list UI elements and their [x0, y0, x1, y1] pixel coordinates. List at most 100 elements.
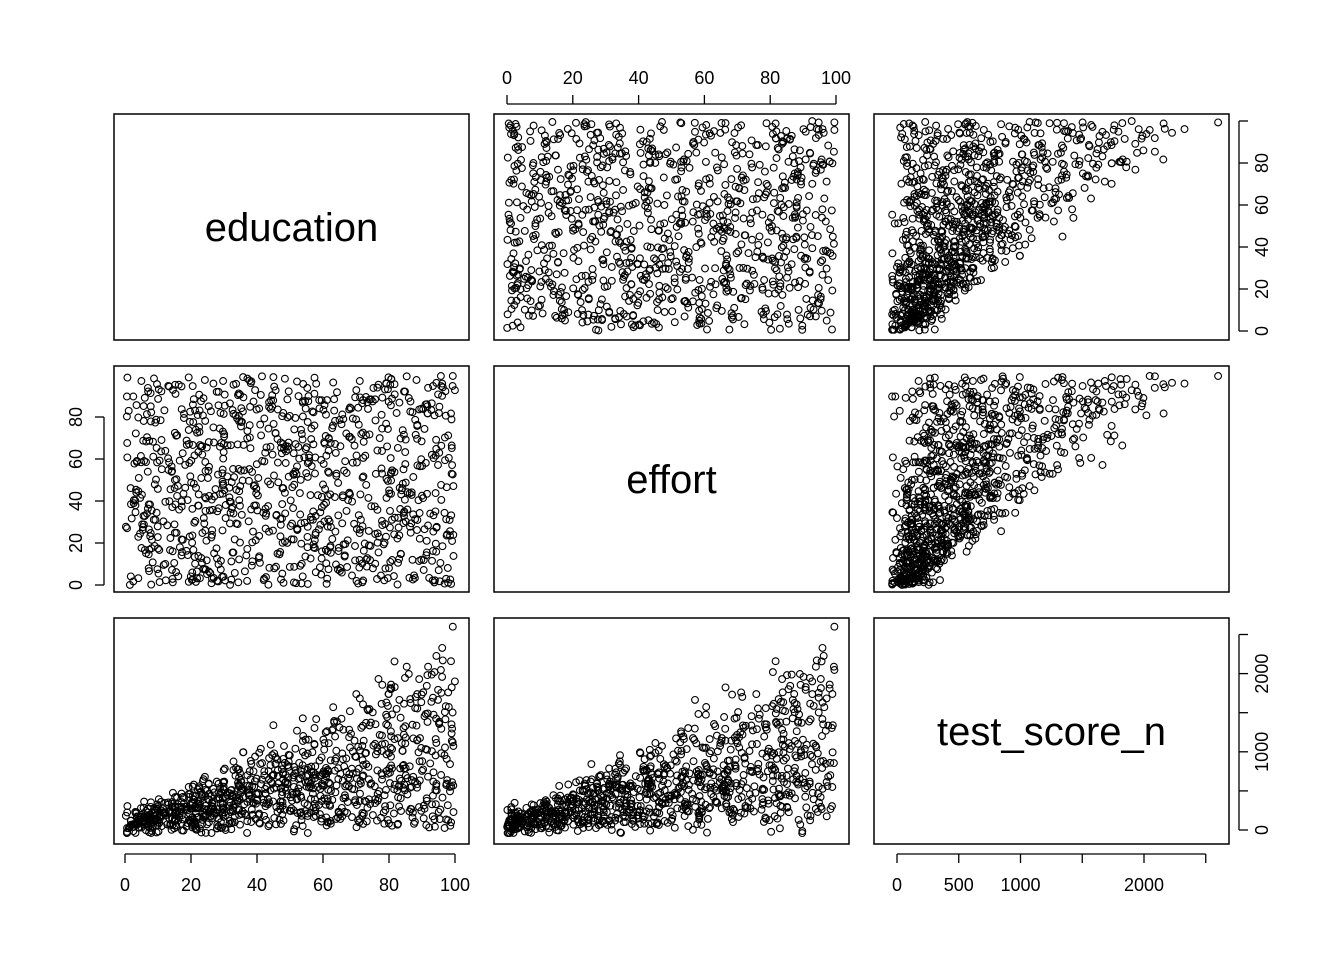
data-point	[392, 409, 401, 417]
data-point	[993, 187, 1002, 196]
data-point	[622, 312, 631, 321]
data-point	[639, 160, 648, 169]
data-point	[1048, 157, 1057, 166]
data-point	[613, 215, 622, 224]
data-point	[748, 266, 757, 275]
data-point	[191, 559, 200, 568]
data-point	[660, 308, 669, 316]
data-point	[173, 491, 182, 500]
data-point	[899, 213, 908, 222]
data-point	[920, 325, 929, 334]
data-point	[600, 212, 609, 221]
data-point	[578, 306, 586, 315]
data-point	[791, 213, 799, 222]
data-point	[369, 741, 378, 750]
data-point	[728, 311, 737, 320]
data-point	[1040, 193, 1049, 202]
data-point	[1068, 205, 1077, 214]
data-point	[800, 233, 809, 242]
data-point	[558, 283, 566, 292]
data-point	[385, 523, 394, 532]
data-point	[1068, 379, 1077, 388]
data-point	[270, 471, 278, 480]
data-point	[655, 281, 664, 290]
data-point	[551, 311, 560, 320]
data-point	[580, 241, 588, 250]
data-point	[331, 788, 340, 797]
data-point	[618, 207, 627, 216]
data-point	[985, 247, 994, 256]
data-point	[788, 152, 797, 161]
data-point	[1025, 482, 1034, 491]
data-point	[707, 233, 716, 242]
data-point	[364, 493, 373, 502]
data-point	[552, 230, 561, 238]
data-point	[1087, 378, 1095, 387]
data-point	[256, 390, 265, 399]
data-point	[932, 121, 941, 130]
data-point	[677, 167, 686, 176]
data-point	[163, 521, 172, 530]
data-point	[681, 218, 690, 227]
data-point	[615, 225, 624, 234]
data-point	[137, 377, 146, 385]
data-point	[711, 264, 720, 273]
data-point	[995, 157, 1004, 166]
data-point	[297, 425, 305, 434]
data-point	[511, 227, 520, 236]
data-point	[905, 177, 914, 186]
data-point	[412, 376, 421, 384]
data-point	[1021, 218, 1030, 227]
data-point	[434, 461, 442, 469]
data-point	[682, 157, 691, 165]
data-point	[1015, 207, 1024, 216]
data-point	[716, 128, 725, 137]
data-point	[293, 377, 301, 386]
data-point	[536, 301, 544, 310]
data-point	[732, 249, 741, 258]
data-point	[636, 185, 645, 194]
data-point	[897, 133, 906, 142]
data-point	[774, 145, 783, 154]
data-point	[1145, 372, 1154, 380]
data-point	[647, 319, 656, 328]
data-point	[122, 392, 131, 401]
data-point	[354, 403, 363, 412]
data-point	[613, 252, 621, 261]
data-point	[555, 296, 564, 305]
data-point	[564, 180, 572, 189]
data-point	[651, 158, 660, 167]
data-point	[702, 205, 711, 214]
data-point	[802, 206, 811, 215]
data-point	[641, 201, 650, 210]
data-point	[771, 258, 780, 266]
data-point	[586, 245, 595, 254]
data-point	[533, 246, 542, 255]
data-point	[572, 118, 580, 127]
data-point	[932, 179, 941, 188]
data-point	[930, 306, 939, 314]
data-point	[709, 192, 718, 201]
data-point	[280, 742, 288, 750]
data-point	[569, 253, 578, 262]
data-point	[665, 236, 674, 244]
data-point	[646, 145, 655, 154]
data-point	[684, 303, 693, 312]
data-point	[784, 157, 793, 166]
data-point	[888, 249, 897, 258]
data-point	[513, 279, 522, 288]
data-point	[268, 450, 277, 459]
data-point	[1168, 128, 1176, 137]
variable-label: effort	[626, 458, 716, 502]
data-point	[291, 744, 300, 753]
data-point	[950, 207, 959, 216]
data-point	[356, 789, 364, 798]
data-point	[426, 759, 435, 768]
data-point	[739, 263, 748, 272]
data-point	[822, 177, 831, 186]
data-point	[359, 437, 368, 446]
data-point	[248, 557, 257, 566]
data-point	[606, 197, 614, 206]
data-point	[728, 138, 737, 147]
data-point	[447, 511, 456, 520]
